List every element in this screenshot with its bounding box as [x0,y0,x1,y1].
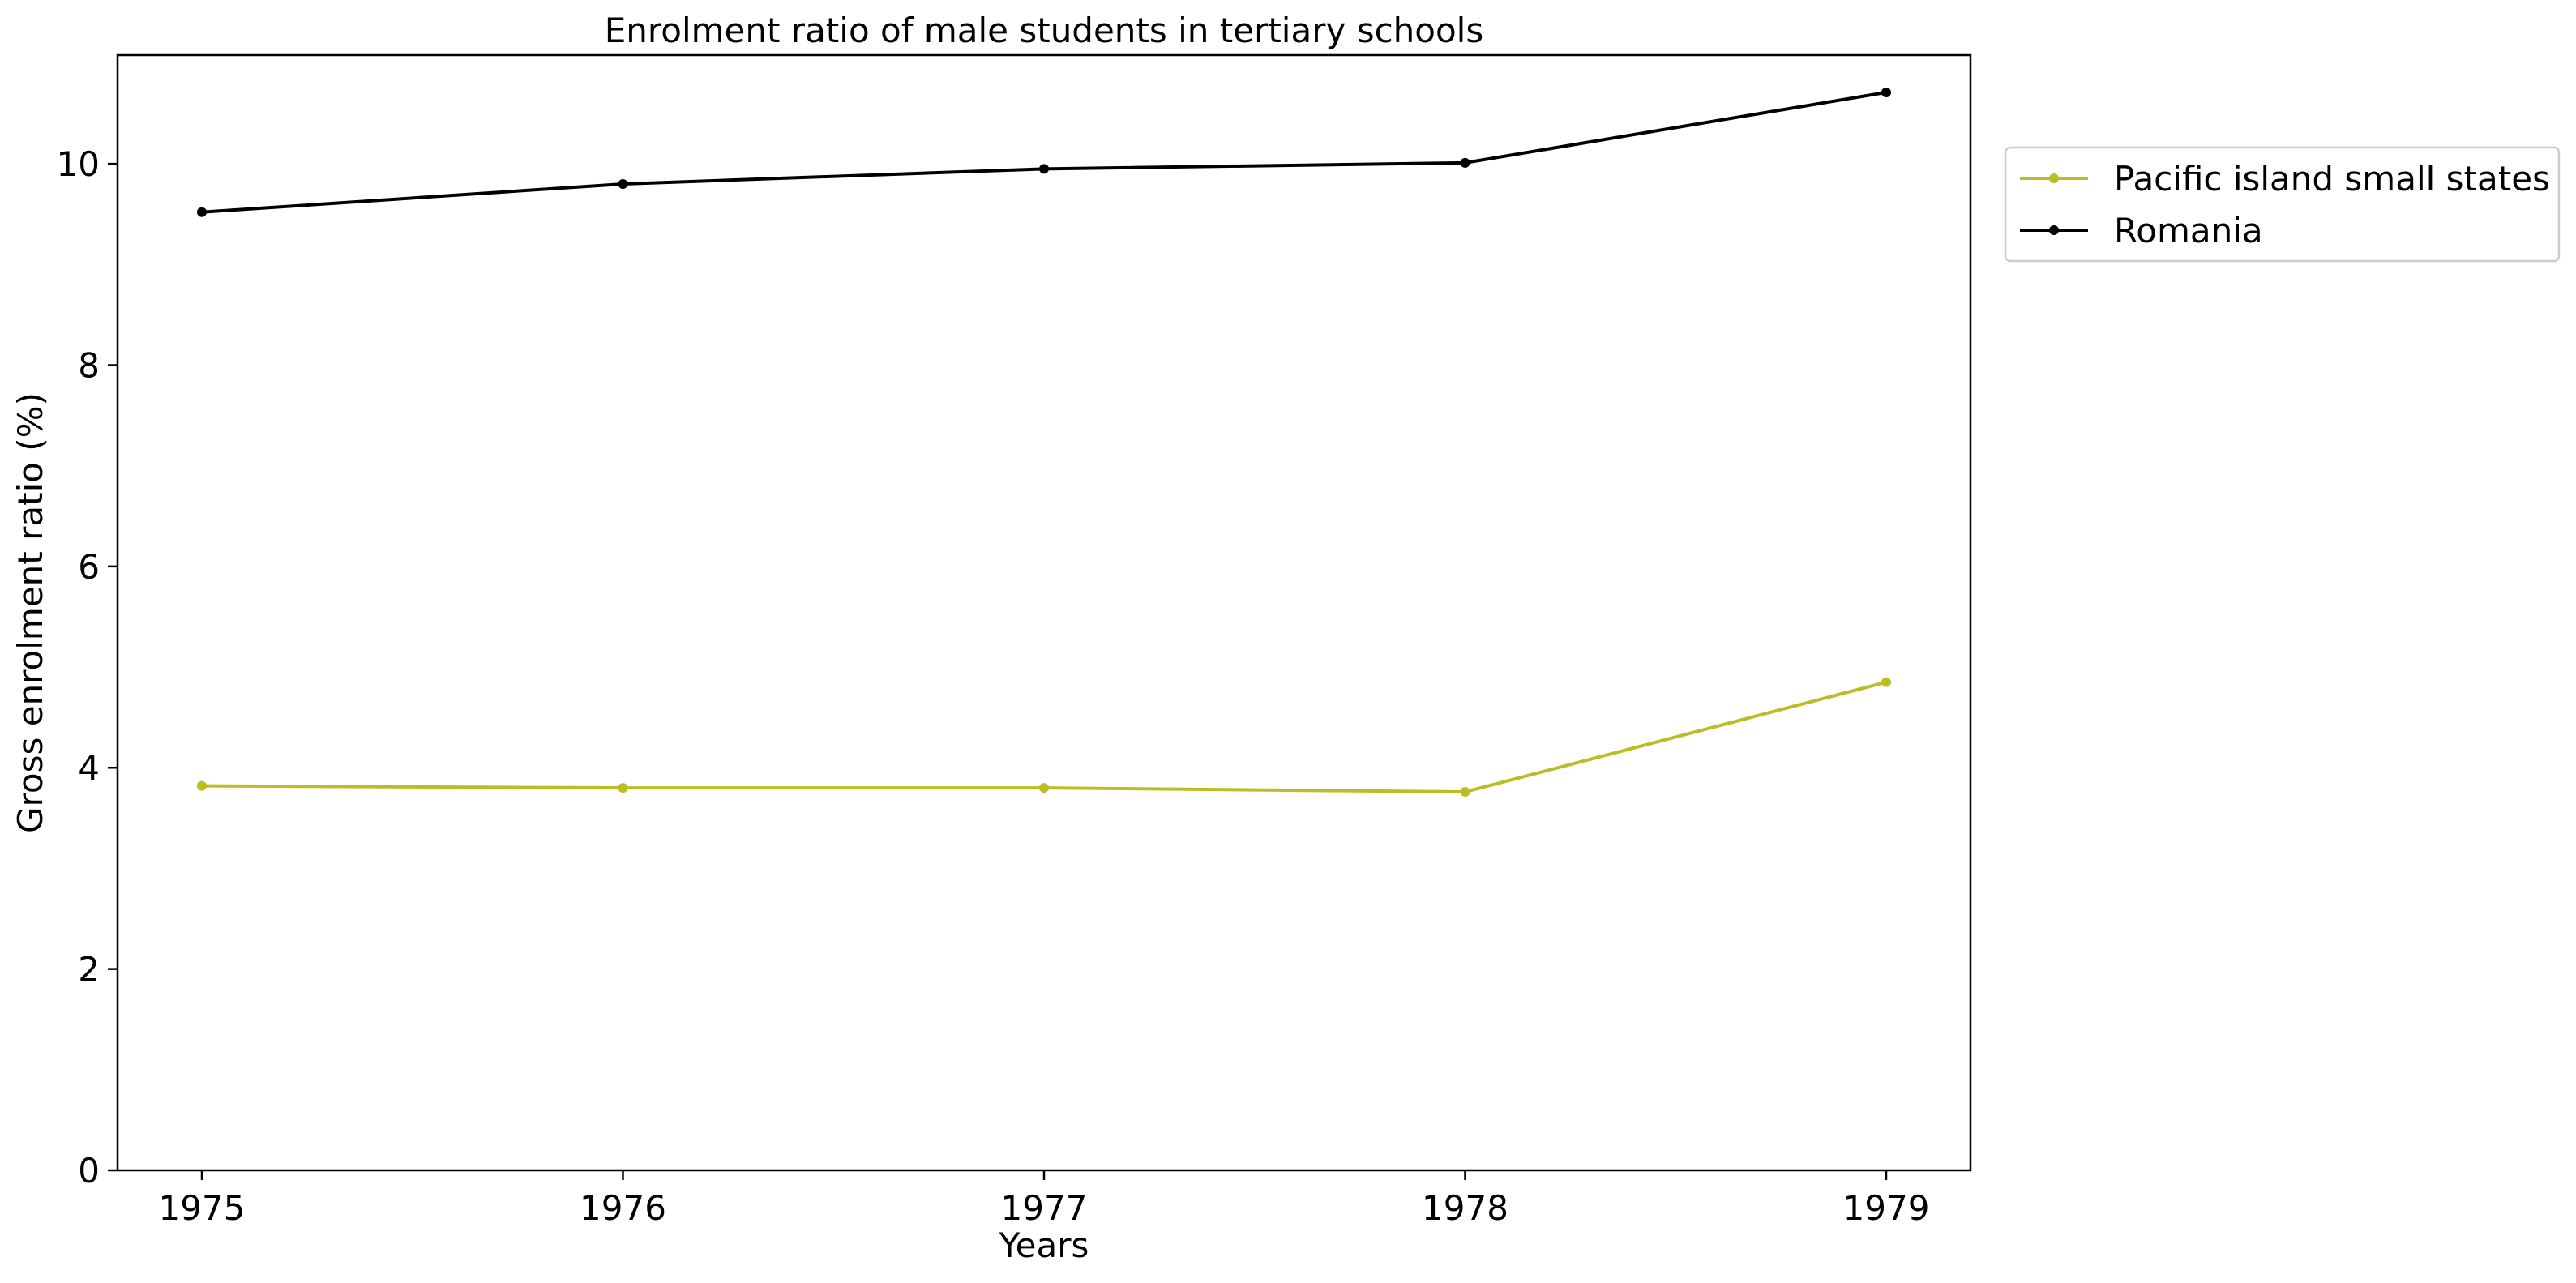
plot-area-frame [116,53,1972,1172]
data-point [1039,164,1049,174]
y-tick-label: 10 [57,144,100,184]
x-tick-label: 1978 [1422,1188,1508,1228]
legend: Pacific island small states Romania [2004,146,2561,263]
legend-swatch-marker [2049,225,2059,235]
series-line [201,90,1887,214]
data-point [1460,157,1470,168]
series-layer [197,87,1891,798]
legend-swatch-marker [2049,173,2059,183]
y-tick-label: 0 [78,1151,100,1191]
legend-label: Romania [2114,211,2263,250]
data-point [1881,677,1891,687]
data-point [618,783,628,793]
legend-box [2004,146,2561,263]
series-1 [197,87,1891,217]
y-tick-label: 2 [78,950,100,990]
x-tick-label: 1979 [1843,1188,1930,1228]
data-point [197,780,207,791]
y-tick-label: 4 [78,748,100,788]
legend-label: Pacific island small states [2114,159,2550,199]
x-axis-label: Years [999,1225,1089,1265]
y-tick-label: 6 [78,547,100,587]
y-axis: 0 2 4 6 8 10 [57,144,118,1191]
y-axis-label: Gross enrolment ratio (%) [11,392,50,833]
data-point [1460,787,1470,798]
x-axis: 1975 1976 1977 1978 1979 [159,1170,1930,1228]
chart-title: Enrolment ratio of male students in tert… [605,11,1483,50]
legend-item: Romania [2020,211,2263,250]
legend-item: Pacific island small states [2020,159,2550,199]
data-point [197,207,207,217]
x-tick-label: 1975 [159,1188,246,1228]
series-0 [197,677,1891,798]
y-tick-label: 8 [78,345,100,385]
series-line [201,680,1887,794]
x-tick-label: 1977 [1001,1188,1088,1228]
x-tick-label: 1976 [580,1188,666,1228]
data-point [1039,783,1049,793]
data-point [618,178,628,189]
data-point [1881,87,1891,97]
